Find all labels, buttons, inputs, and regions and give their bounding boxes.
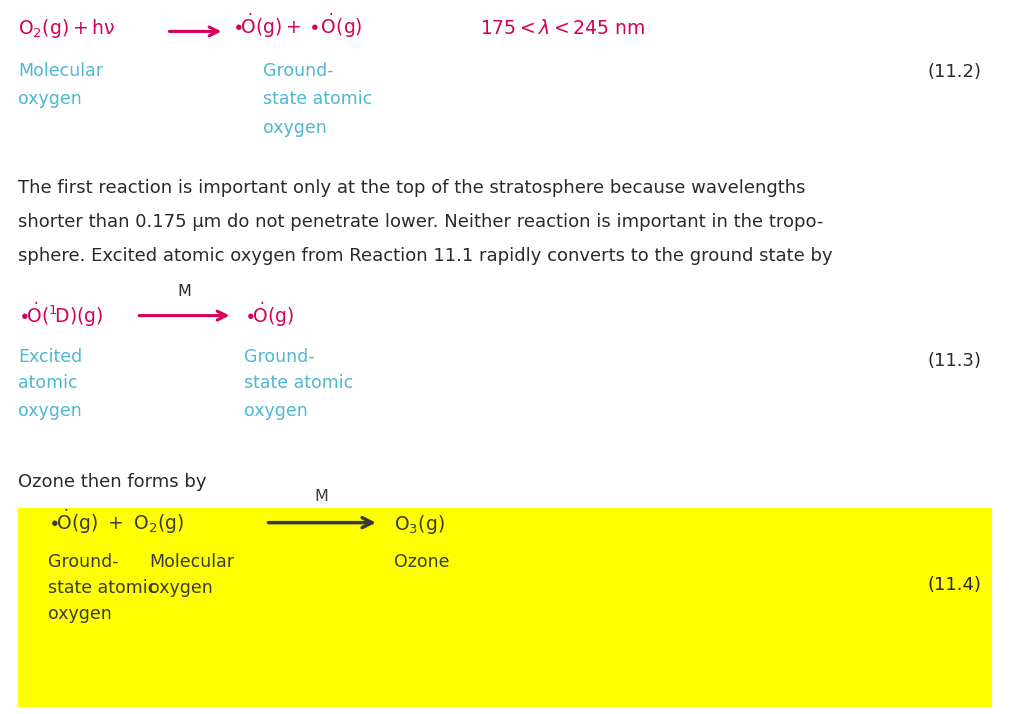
Text: Ozone then forms by: Ozone then forms by (18, 473, 207, 491)
Text: M: M (177, 283, 191, 298)
Text: oxygen: oxygen (48, 605, 112, 623)
Text: oxygen: oxygen (263, 119, 326, 137)
Text: $\mathrm{\bullet\!\dot{O}(g) + \bullet\!\dot{O}(g)}$: $\mathrm{\bullet\!\dot{O}(g) + \bullet\!… (232, 11, 363, 40)
Text: Ground-: Ground- (244, 348, 315, 366)
Text: oxygen: oxygen (149, 578, 213, 597)
Text: (11.4): (11.4) (928, 576, 982, 595)
Text: Ground-: Ground- (48, 553, 119, 571)
Text: Molecular: Molecular (149, 553, 234, 571)
Text: Ozone: Ozone (394, 553, 449, 571)
Text: oxygen: oxygen (18, 90, 82, 109)
Text: The first reaction is important only at the top of the stratosphere because wave: The first reaction is important only at … (18, 178, 806, 197)
Text: M: M (314, 489, 328, 504)
Text: sphere. Excited atomic oxygen from Reaction 11.1 rapidly converts to the ground : sphere. Excited atomic oxygen from React… (18, 247, 833, 266)
Text: (11.2): (11.2) (928, 63, 982, 81)
Text: $\mathrm{\bullet\!\dot{O}(g)\ +\ O_2(g)}$: $\mathrm{\bullet\!\dot{O}(g)\ +\ O_2(g)}… (48, 507, 185, 536)
Text: $\mathrm{\bullet\!\dot{O}(^1\!D)(g)}$: $\mathrm{\bullet\!\dot{O}(^1\!D)(g)}$ (18, 300, 104, 328)
Text: Molecular: Molecular (18, 61, 103, 80)
Text: state atomic: state atomic (244, 374, 354, 393)
Text: oxygen: oxygen (244, 401, 308, 420)
Text: Excited: Excited (18, 348, 83, 366)
Text: oxygen: oxygen (18, 401, 82, 420)
Text: $\mathrm{\bullet\!\dot{O}(g)}$: $\mathrm{\bullet\!\dot{O}(g)}$ (244, 300, 295, 328)
Text: atomic: atomic (18, 374, 78, 393)
Text: Ground-: Ground- (263, 61, 333, 80)
Bar (18, 508, 992, 707)
Text: (11.3): (11.3) (928, 351, 982, 370)
Text: $\mathrm{O_2(g) + h\nu}$: $\mathrm{O_2(g) + h\nu}$ (18, 17, 115, 40)
Text: state atomic: state atomic (48, 578, 158, 597)
Text: $175 < \lambda < 245\ \mathrm{nm}$: $175 < \lambda < 245\ \mathrm{nm}$ (480, 19, 645, 39)
Text: $\mathrm{O_3(g)}$: $\mathrm{O_3(g)}$ (394, 513, 444, 536)
Text: shorter than 0.175 μm do not penetrate lower. Neither reaction is important in t: shorter than 0.175 μm do not penetrate l… (18, 213, 823, 231)
Text: state atomic: state atomic (263, 90, 372, 109)
